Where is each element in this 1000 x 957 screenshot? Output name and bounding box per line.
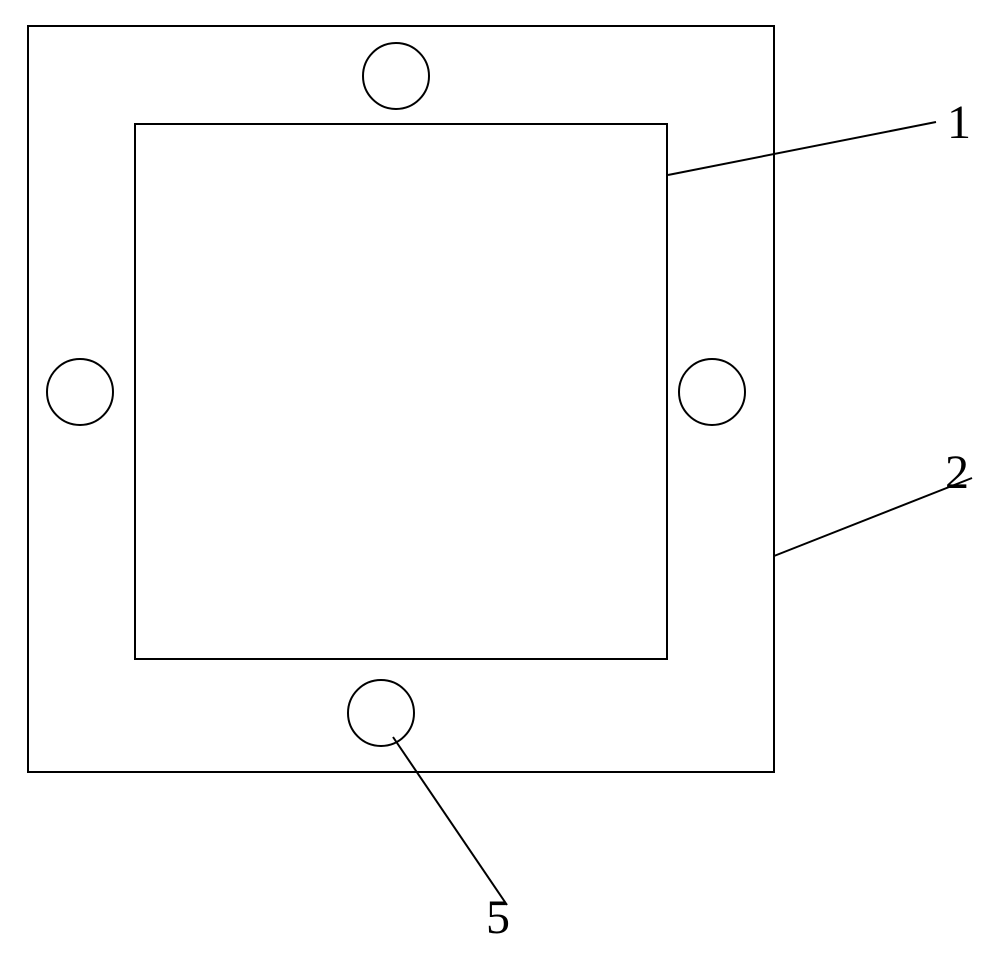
label-2: 2 [945,445,969,500]
label-5: 5 [486,890,510,945]
schematic-diagram [0,0,1000,957]
label-1: 1 [947,95,971,150]
